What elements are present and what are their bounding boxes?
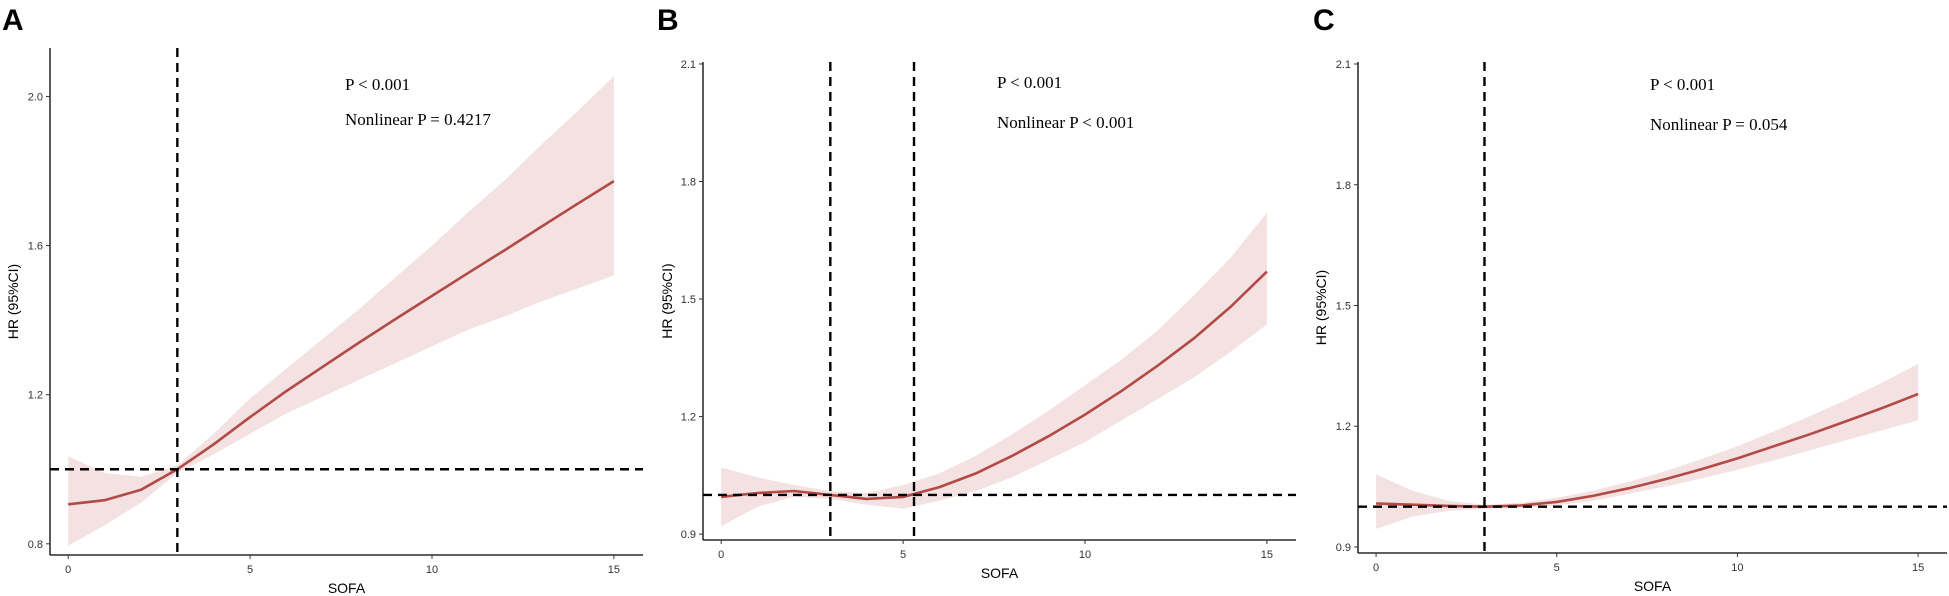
panel-letter: B [657,4,679,37]
y-tick-label: 0.9 [681,529,696,541]
y-tick-label: 1.8 [1336,180,1351,192]
x-axis-title: SOFA [1634,578,1672,594]
p-value-annotation: P < 0.001 [345,75,410,94]
y-tick-label: 1.2 [681,412,696,424]
x-axis-title: SOFA [328,580,366,596]
y-tick-label: 2.1 [1336,59,1351,71]
p-value-annotation: P < 0.001 [1650,75,1715,94]
hazard-ratio-curve [68,179,615,506]
panel-c: C 0 5 10 15 0.9 1.2 1.5 1.8 2.1 SOFA HR (95%CI) P <… [1313,4,1947,594]
panel-b: B 0 5 10 15 0.9 1.2 1.5 1.8 2.1 SOFA HR (95%CI) P <… [657,4,1296,581]
y-axis-title: HR (95%CI) [1313,270,1329,345]
x-tick-label: 10 [1079,549,1091,561]
x-tick-label: 15 [608,564,620,576]
y-tick-label: 2.1 [681,59,696,71]
p-value-annotation: P < 0.001 [997,73,1062,92]
y-tick-label: 0.9 [1336,542,1351,554]
y-tick-label: 1.8 [681,177,696,189]
confidence-band [1376,363,1919,529]
x-tick-label: 0 [65,564,71,576]
nonlinear-p-annotation: Nonlinear P = 0.4217 [345,110,491,129]
y-tick-label: 1.6 [28,241,43,253]
panel-a: A 0 5 10 15 0.8 1.2 1.6 2.0 SOFA HR (95%CI) P < 0.… [2,4,643,596]
confidence-band [68,76,614,546]
y-axis-title: HR (95%CI) [659,263,675,338]
x-axis-title: SOFA [981,565,1019,581]
y-tick-label: 1.5 [1336,300,1351,312]
y-tick-label: 1.2 [28,390,43,402]
panel-letter: C [1313,4,1335,37]
y-tick-label: 2.0 [28,91,43,103]
x-tick-label: 5 [900,549,906,561]
x-tick-label: 0 [718,549,724,561]
x-tick-label: 5 [247,564,253,576]
hazard-ratio-curve [721,270,1268,501]
nonlinear-p-annotation: Nonlinear P < 0.001 [997,113,1134,132]
x-tick-label: 10 [426,564,438,576]
y-tick-label: 0.8 [28,539,43,551]
y-tick-label: 1.5 [681,294,696,306]
x-tick-label: 15 [1912,562,1924,574]
x-tick-label: 5 [1554,562,1560,574]
panel-letter: A [2,4,24,37]
y-tick-label: 1.2 [1336,421,1351,433]
confidence-band [721,212,1267,527]
y-axis-title: HR (95%CI) [5,264,21,339]
x-tick-label: 15 [1261,549,1273,561]
x-tick-label: 0 [1373,562,1379,574]
x-tick-label: 10 [1731,562,1743,574]
nonlinear-p-annotation: Nonlinear P = 0.054 [1650,115,1788,134]
